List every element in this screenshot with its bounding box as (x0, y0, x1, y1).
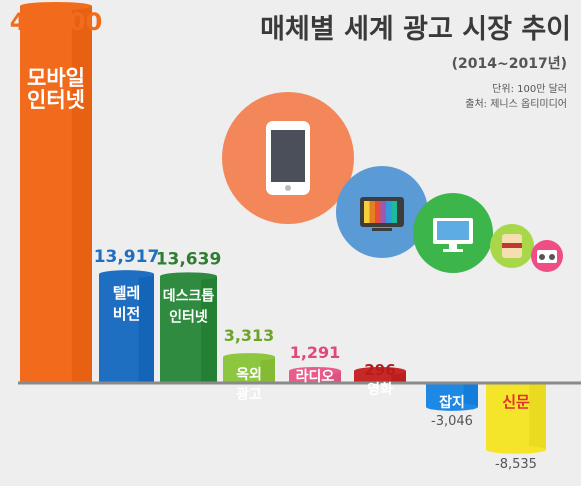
bar-cap-radio (289, 367, 341, 375)
paper-band (502, 243, 522, 248)
television-icon (336, 166, 428, 258)
tv-color-bar (386, 201, 392, 223)
source-note: 출처: 제니스 옵티미디어 (465, 98, 567, 110)
bar-shade-tv (138, 274, 154, 383)
value-label-desktop: 13,639 (156, 249, 222, 269)
chart-period: (2014~2017년) (452, 56, 567, 72)
newspaper-roll-icon (490, 224, 534, 268)
bar-mobile (20, 6, 92, 383)
value-label-tv: 13,917 (94, 247, 160, 267)
value-label-radio: 1,291 (290, 343, 341, 362)
phone-screen (271, 130, 305, 182)
labels: 모바일인터넷48,200텔레비전13,917데스크톱인터넷13,639옥외광고3… (10, 8, 537, 472)
category-label-desktop-1: 인터넷 (169, 308, 208, 325)
category-label-magazine-0: 잡지 (439, 394, 465, 411)
bar-cap-magazine (426, 402, 478, 411)
category-label-mobile-0: 모바일 (27, 66, 85, 90)
monitor-screen (437, 221, 469, 240)
tv-color-bar (391, 201, 397, 223)
value-label-movie: 296 (364, 361, 395, 379)
chart-title: 매체별 세계 광고 시장 추이 (260, 14, 571, 45)
bar-shade-magazine (463, 383, 478, 407)
phone-button (285, 185, 291, 191)
monitor-neck (449, 244, 457, 250)
bar-cap-outdoor (223, 353, 275, 362)
bar-cap-desktop (160, 272, 217, 281)
category-label-tv-0: 텔레 (113, 284, 141, 302)
value-label-newspaper: -8,535 (495, 457, 537, 472)
bar-shade-mobile (71, 6, 92, 383)
desktop-monitor-icon (413, 193, 493, 273)
tv-color-bar (364, 201, 370, 223)
category-label-radio-0: 라디오 (296, 369, 335, 385)
bar-cap-movie (354, 367, 406, 375)
category-label-outdoor-0: 옥외 (236, 366, 262, 383)
bar-outdoor (223, 357, 275, 383)
category-label-mobile-1: 인터넷 (27, 88, 85, 112)
tv-color-bar (375, 201, 381, 223)
value-label-mobile: 48,200 (10, 8, 103, 36)
bar-shade-desktop (201, 276, 217, 383)
category-label-tv-1: 비전 (113, 305, 141, 323)
unit-note: 단위: 100만 달러 (492, 82, 567, 95)
bars (20, 2, 546, 454)
radio-speaker-left (539, 254, 545, 260)
bar-cap-mobile (20, 2, 92, 10)
tv-color-bar (369, 201, 375, 223)
category-label-outdoor-1: 광고 (236, 386, 262, 403)
bar-newspaper (486, 383, 546, 450)
category-label-desktop-0: 데스크톱 (163, 288, 215, 304)
bar-magazine (426, 383, 478, 407)
tv-stand (372, 228, 392, 231)
radio-icon (531, 240, 563, 272)
bar-tv (99, 274, 154, 383)
category-label-newspaper-0: 신문 (502, 393, 530, 411)
category-label-movie-0: 영화 (367, 381, 393, 398)
value-label-magazine: -3,046 (431, 414, 473, 429)
monitor-base (443, 249, 463, 252)
value-label-outdoor: 3,313 (224, 326, 275, 345)
media-icons (222, 92, 563, 273)
tv-color-bar (380, 201, 386, 223)
bar-cap-newspaper (486, 445, 546, 454)
bar-shade-newspaper (529, 383, 546, 450)
bar-shade-outdoor (260, 357, 275, 383)
radio-speaker-right (549, 254, 555, 260)
bar-cap-tv (99, 270, 154, 279)
mobile-phone-icon (222, 92, 354, 224)
bar-desktop (160, 276, 217, 383)
